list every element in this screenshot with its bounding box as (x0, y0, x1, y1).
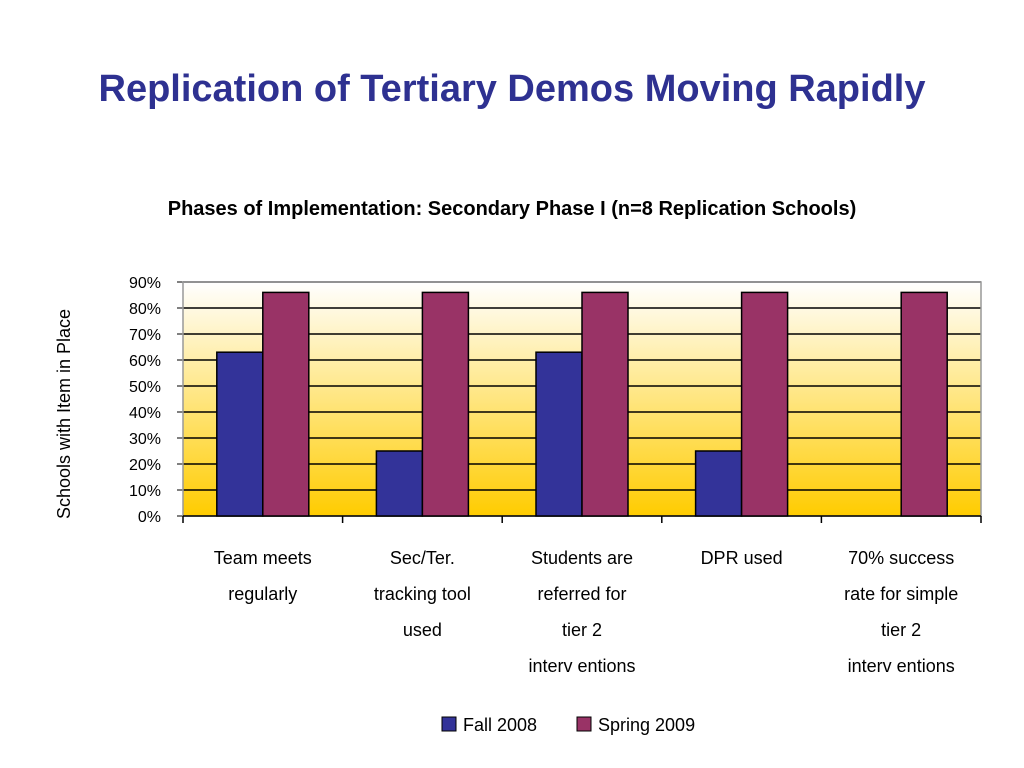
x-category-label: DPR used (701, 548, 783, 568)
bar (535, 351, 583, 517)
x-category-label: Sec/Ter. tracking tool used (374, 548, 471, 640)
y-tick-label: 80% (129, 301, 161, 318)
x-category-label: Students are referred for tier 2 interv ent… (528, 548, 635, 676)
legend-label: Spring 2009 (598, 715, 695, 735)
legend-swatch (576, 716, 592, 732)
slide-title: Replication of Tertiary Demos Moving Rap… (98, 68, 926, 110)
x-category-label: Team meets regularly (214, 548, 312, 604)
bar (900, 291, 948, 517)
y-tick-label: 50% (129, 379, 161, 396)
y-tick-label: 90% (129, 275, 161, 292)
bar (262, 291, 310, 517)
y-axis-title: Schools with Item in Place (54, 309, 74, 519)
y-tick-label: 20% (129, 457, 161, 474)
y-tick-label: 10% (129, 483, 161, 500)
bar (375, 450, 424, 517)
bar (694, 450, 743, 517)
y-tick-label: 70% (129, 327, 161, 344)
chart-title: Phases of Implementation: Secondary Phas… (167, 198, 857, 220)
y-tick-label: 30% (129, 431, 161, 448)
legend-swatch (441, 716, 457, 732)
bar (740, 291, 789, 517)
bar (216, 351, 264, 517)
y-tick-label: 0% (138, 509, 161, 526)
bar (581, 291, 629, 517)
y-tick-label: 60% (129, 353, 161, 370)
legend-label: Fall 2008 (463, 715, 537, 735)
y-tick-label: 40% (129, 405, 161, 422)
x-category-label: 70% success rate for simple tier 2 interv e… (844, 548, 958, 676)
bar (421, 291, 470, 517)
